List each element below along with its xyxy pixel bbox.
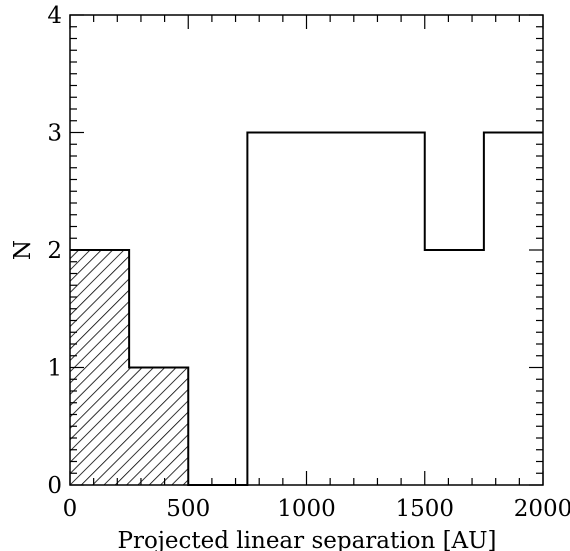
hatched-bar-1 (129, 367, 189, 485)
y-tick-label-4: 4 (47, 3, 62, 29)
x-tick-label-1: 500 (166, 496, 210, 522)
x-tick-label-0: 0 (63, 496, 78, 522)
x-axis-label: Projected linear separation [AU] (117, 528, 496, 551)
y-tick-label-0: 0 (47, 473, 62, 499)
y-tick-label-1: 1 (47, 356, 62, 382)
y-axis-label: N (10, 240, 36, 260)
x-tick-label-2: 1000 (277, 496, 336, 522)
histogram-outline (70, 131, 543, 486)
y-tick-label-3: 3 (47, 121, 62, 147)
x-tick-label-4: 2000 (514, 496, 570, 522)
y-tick-label-2: 2 (47, 238, 62, 264)
x-tick-label-3: 1500 (395, 496, 454, 522)
